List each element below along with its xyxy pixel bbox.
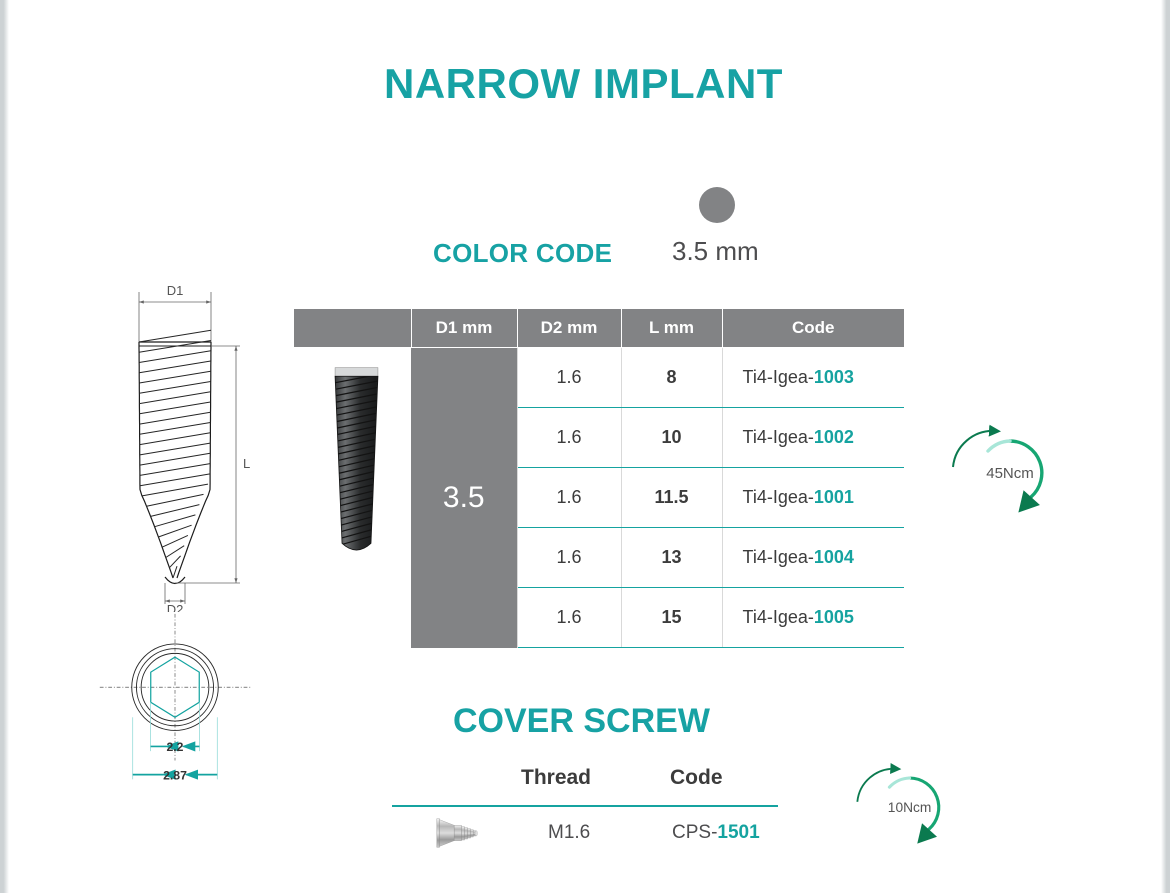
svg-text:2.2: 2.2 bbox=[167, 740, 184, 754]
svg-text:10Ncm: 10Ncm bbox=[888, 800, 932, 815]
svg-text:D1: D1 bbox=[167, 283, 184, 298]
svg-text:D2: D2 bbox=[167, 602, 184, 612]
svg-text:2.87: 2.87 bbox=[163, 768, 187, 782]
svg-text:L: L bbox=[243, 456, 250, 471]
svg-text:45Ncm: 45Ncm bbox=[986, 465, 1034, 482]
